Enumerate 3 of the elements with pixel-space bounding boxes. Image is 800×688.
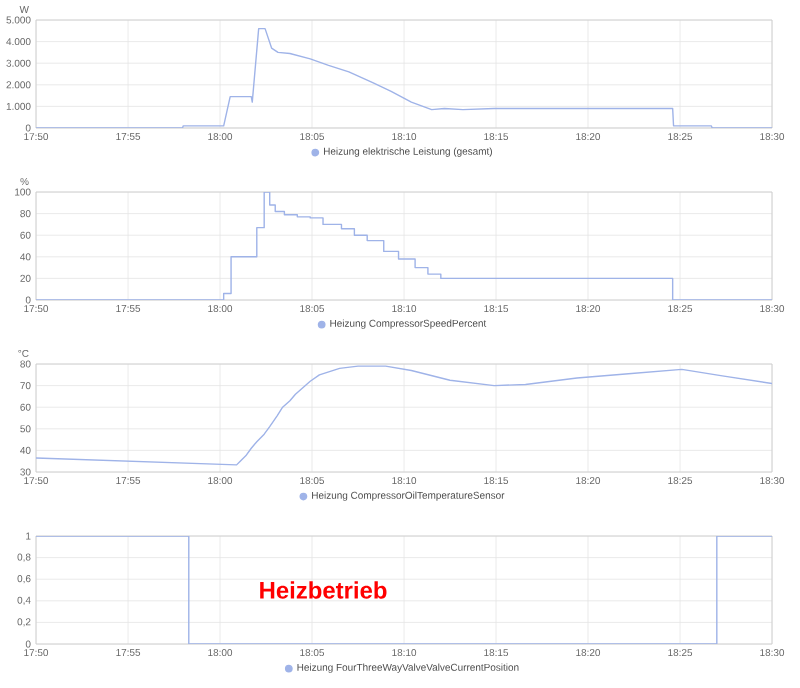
- line-series: [36, 365, 773, 466]
- line-series: [36, 27, 773, 128]
- annotation: Heizbetrieb: [260, 581, 387, 599]
